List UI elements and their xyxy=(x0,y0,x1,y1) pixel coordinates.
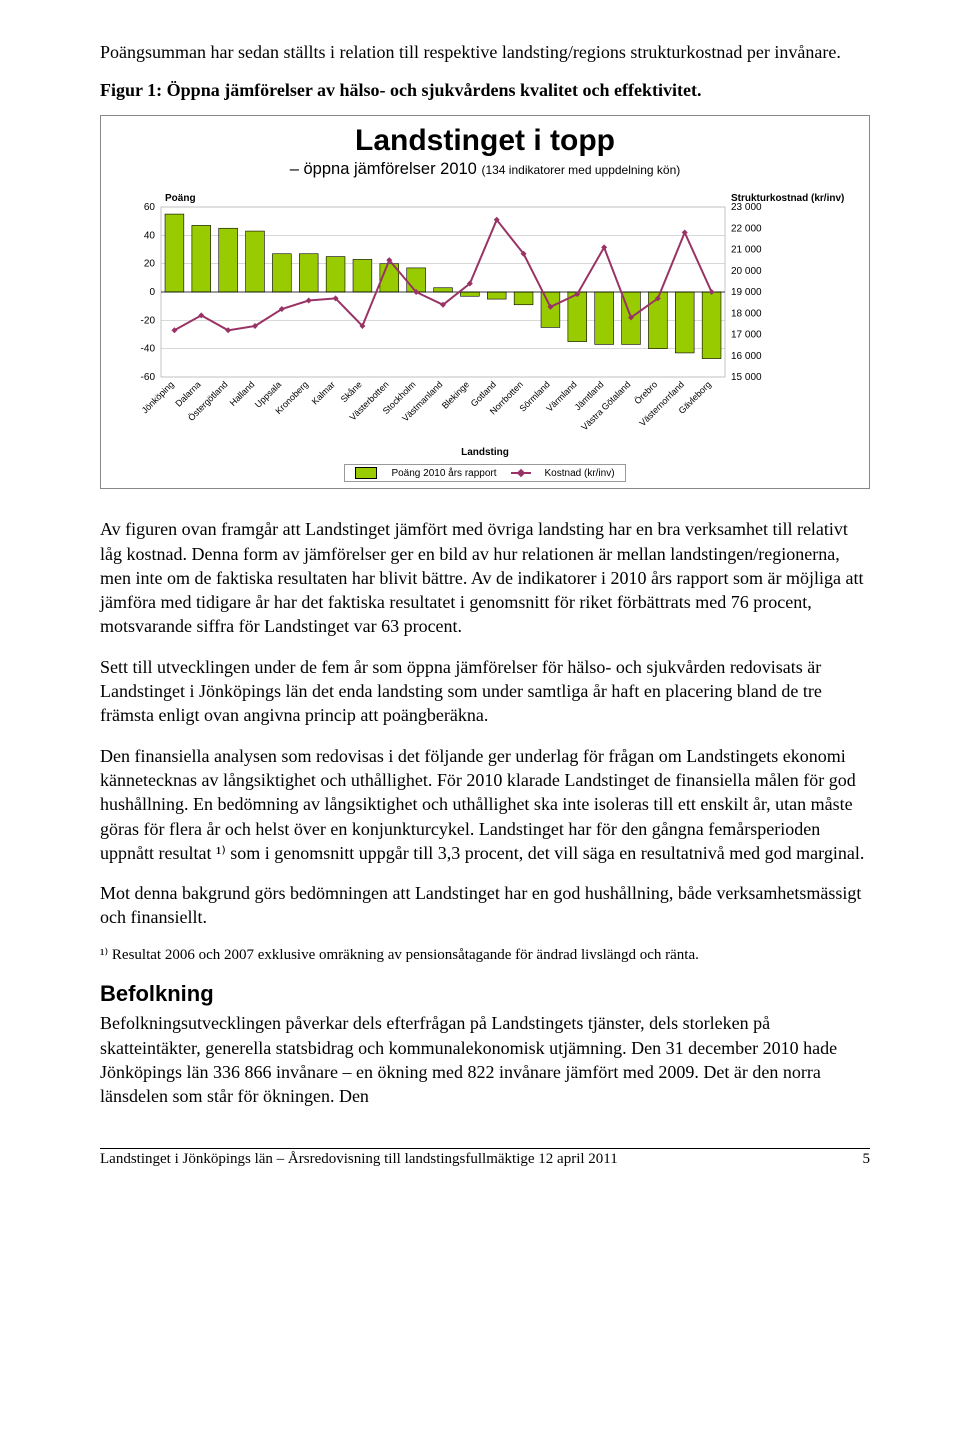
svg-text:60: 60 xyxy=(144,202,156,213)
figure-caption: Figur 1: Öppna jämförelser av hälso- och… xyxy=(100,80,870,101)
chart-container: Landstinget i topp – öppna jämförelser 2… xyxy=(100,115,870,489)
svg-text:0: 0 xyxy=(149,287,155,298)
paragraph-2: Sett till utvecklingen under de fem år s… xyxy=(100,655,870,728)
chart-svg: -60 -40 -20 0 20 40 60 Poäng 15 000 16 000 17 000 1… xyxy=(105,187,845,447)
legend-line-label: Kostnad (kr/inv) xyxy=(545,468,615,479)
svg-text:-40: -40 xyxy=(141,344,156,355)
svg-text:16 000: 16 000 xyxy=(731,351,762,362)
legend-bar-label: Poäng 2010 års rapport xyxy=(391,468,496,479)
paragraph-3: Den finansiella analysen som redovisas i… xyxy=(100,744,870,865)
legend-bar-swatch xyxy=(355,467,377,479)
chart-subtitle-main: – öppna jämförelser 2010 xyxy=(290,160,482,178)
svg-text:18 000: 18 000 xyxy=(731,309,762,320)
svg-text:20 000: 20 000 xyxy=(731,266,762,277)
chart-legend: Poäng 2010 års rapport Kostnad (kr/inv) xyxy=(344,464,625,482)
svg-text:19 000: 19 000 xyxy=(731,287,762,298)
footer-left: Landstinget i Jönköpings län – Årsredovi… xyxy=(100,1151,618,1168)
svg-text:15 000: 15 000 xyxy=(731,372,762,383)
svg-text:-20: -20 xyxy=(141,316,156,327)
svg-text:Poäng: Poäng xyxy=(165,193,196,204)
chart-subtitle-small: (134 indikatorer med uppdelning kön) xyxy=(481,163,680,177)
svg-text:20: 20 xyxy=(144,259,156,270)
footer-page-number: 5 xyxy=(863,1151,871,1168)
paragraph-1: Av figuren ovan framgår att Landstinget … xyxy=(100,517,870,638)
svg-text:21 000: 21 000 xyxy=(731,245,762,256)
chart-title: Landstinget i topp xyxy=(105,124,865,158)
svg-text:22 000: 22 000 xyxy=(731,224,762,235)
svg-text:Strukturkostnad (kr/inv): Strukturkostnad (kr/inv) xyxy=(731,193,844,204)
page-footer: Landstinget i Jönköpings län – Årsredovi… xyxy=(100,1148,870,1168)
svg-text:40: 40 xyxy=(144,231,156,242)
chart-subtitle: – öppna jämförelser 2010 (134 indikatore… xyxy=(105,160,865,179)
legend-line-swatch xyxy=(511,472,531,474)
paragraph-5: Befolkningsutvecklingen påverkar dels ef… xyxy=(100,1011,870,1108)
footnote: ¹⁾ Resultat 2006 och 2007 exklusive omrä… xyxy=(100,946,870,966)
svg-text:17 000: 17 000 xyxy=(731,330,762,341)
section-heading: Befolkning xyxy=(100,981,870,1007)
svg-text:-60: -60 xyxy=(141,372,156,383)
intro-paragraph: Poängsumman har sedan ställts i relation… xyxy=(100,40,870,64)
paragraph-4: Mot denna bakgrund görs bedömningen att … xyxy=(100,881,870,930)
x-axis-title: Landsting xyxy=(105,447,865,458)
